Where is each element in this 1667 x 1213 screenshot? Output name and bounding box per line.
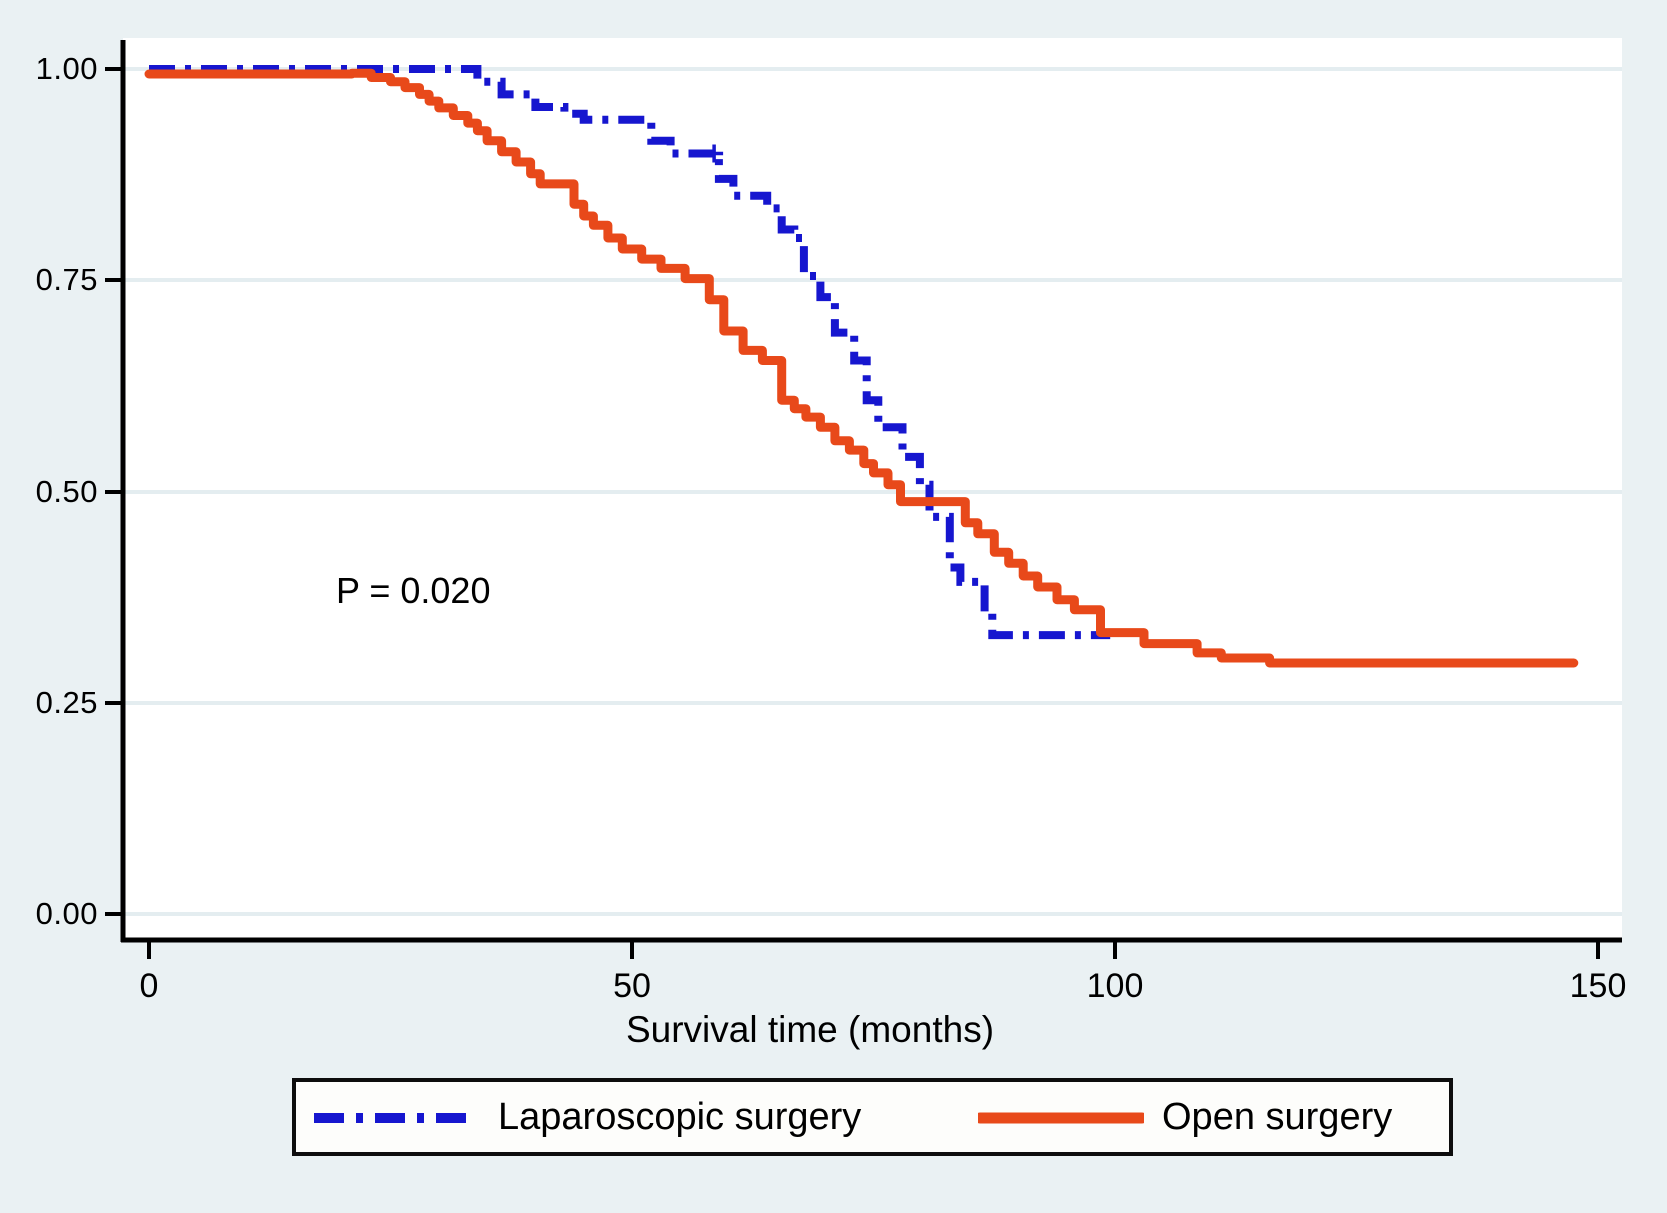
p-value-annotation: P = 0.020 (336, 570, 491, 611)
x-tick-label-150: 150 (1569, 967, 1627, 1005)
open-curve (144, 68, 1579, 668)
laparoscopic-line-sample (314, 1113, 474, 1123)
legend-label-open: Open surgery (1162, 1096, 1393, 1138)
legend-label-laparoscopic: Laparoscopic surgery (498, 1096, 862, 1138)
x-tick-label-100: 100 (1086, 967, 1144, 1005)
y-tick-label-1.00: 1.00 (35, 51, 98, 86)
laparoscopic-curve (149, 65, 1111, 640)
x-tick-label-0: 0 (139, 967, 159, 1005)
x-tick-label-50: 50 (613, 967, 651, 1005)
y-tick-label-0.50: 0.50 (35, 474, 98, 509)
x-axis-title: Survival time (months) (625, 1009, 995, 1050)
y-tick-label-0.00: 0.00 (35, 896, 98, 931)
open-line-sample (978, 1112, 1144, 1124)
y-tick-label-0.25: 0.25 (35, 685, 98, 720)
censor-marks (705, 144, 724, 163)
y-tick-label-0.75: 0.75 (35, 262, 98, 297)
plot-background (123, 38, 1622, 940)
tick-marks (105, 67, 1600, 959)
legend-box: Laparoscopic surgery Open surgery (292, 1078, 1453, 1156)
